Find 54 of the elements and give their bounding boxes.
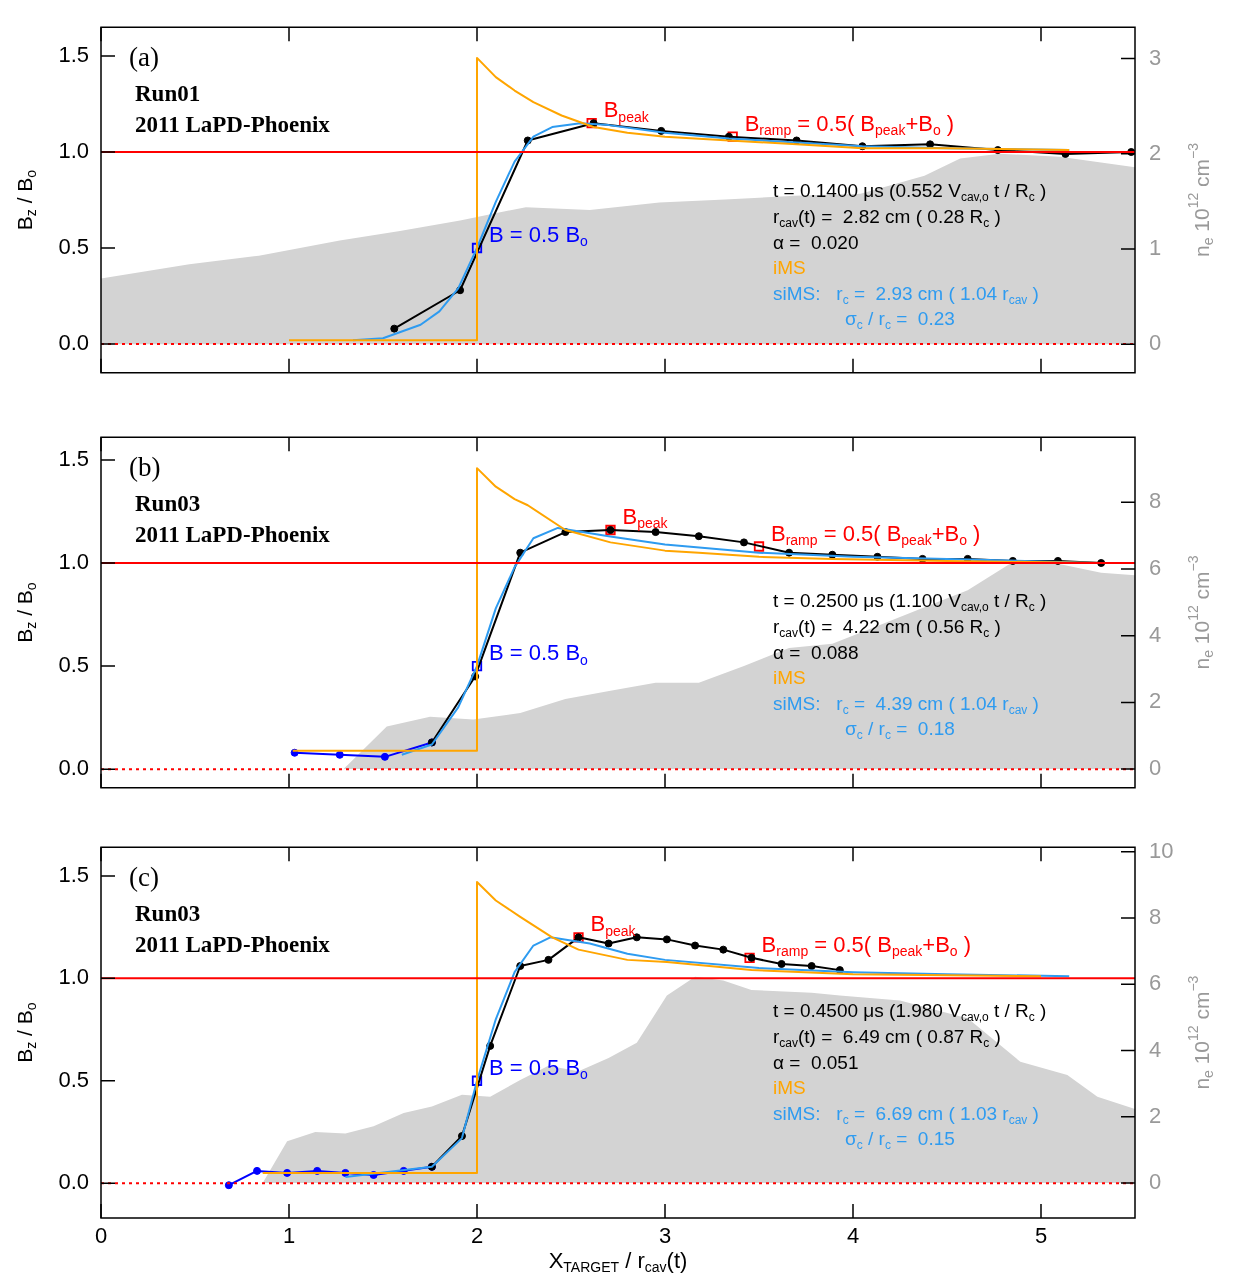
annotation: α = 0.088	[773, 641, 859, 663]
x-tick-label: 0	[94, 1223, 108, 1249]
y2-axis-title: ne 1012 cm−3	[1185, 975, 1217, 1090]
x-tick-label: 2	[470, 1223, 484, 1249]
annotation: α = 0.051	[773, 1051, 859, 1073]
y-tick-label: 1.5	[58, 861, 89, 887]
y2-axis-title: ne 1012 cm−3	[1185, 142, 1217, 258]
y2-tick-label: 2	[1149, 688, 1162, 714]
y-axis-title: Bz / Bo	[12, 169, 40, 231]
annotation: α = 0.020	[773, 231, 859, 253]
y2-axis-title: ne 1012 cm−3	[1185, 555, 1217, 670]
text: iMS	[773, 667, 806, 689]
annotation: 2011 LaPD-Phoenix	[135, 932, 331, 958]
x-tick-label: 3	[658, 1223, 672, 1249]
annotation: Run03	[135, 901, 201, 927]
y2-tick-label: 0	[1149, 755, 1162, 781]
annotation: Run01	[135, 81, 201, 107]
text: iMS	[773, 1077, 806, 1099]
y2-tick-label: 0	[1149, 330, 1162, 356]
annotation: (b)	[129, 452, 161, 483]
y2-tick-label: 4	[1149, 621, 1162, 647]
y2-tick-label: 0	[1149, 1168, 1162, 1194]
annotation: (a)	[129, 42, 159, 73]
y-tick-label: 1.0	[58, 138, 89, 164]
y2-tick-label: 6	[1149, 555, 1162, 581]
y2-tick-label: 10	[1149, 837, 1174, 863]
annotation: 2011 LaPD-Phoenix	[135, 522, 331, 548]
y2-tick-label: 4	[1149, 1036, 1162, 1062]
annotation: Run03	[135, 491, 201, 517]
y2-tick-label: 2	[1149, 139, 1162, 165]
y-tick-label: 1.5	[58, 445, 89, 471]
annotation: 2011 LaPD-Phoenix	[135, 112, 331, 138]
x-tick-label: 1	[282, 1223, 296, 1249]
y-tick-label: 0.5	[58, 1066, 89, 1092]
y2-tick-label: 8	[1149, 488, 1162, 514]
y-tick-label: 1.0	[58, 549, 89, 575]
annotation: (c)	[129, 862, 159, 893]
text: iMS	[773, 257, 806, 279]
y2-tick-label: 3	[1149, 44, 1162, 70]
y2-tick-label: 2	[1149, 1102, 1162, 1128]
y-tick-label: 1.5	[58, 42, 89, 68]
x-tick-label: 4	[846, 1223, 860, 1249]
y2-tick-label: 6	[1149, 970, 1162, 996]
y-axis-title: Bz / Bo	[12, 1002, 40, 1063]
y-tick-label: 0.5	[58, 234, 89, 260]
y-axis-title: Bz / Bo	[12, 582, 40, 643]
y2-tick-label: 8	[1149, 904, 1162, 930]
y-tick-label: 0.0	[58, 755, 89, 781]
x-tick-label: 5	[1034, 1223, 1048, 1249]
y-tick-label: 1.0	[58, 964, 89, 990]
y-tick-label: 0.0	[58, 1169, 89, 1195]
y2-tick-label: 1	[1149, 235, 1162, 261]
y-tick-label: 0.5	[58, 652, 89, 678]
y-tick-label: 0.0	[58, 330, 89, 356]
